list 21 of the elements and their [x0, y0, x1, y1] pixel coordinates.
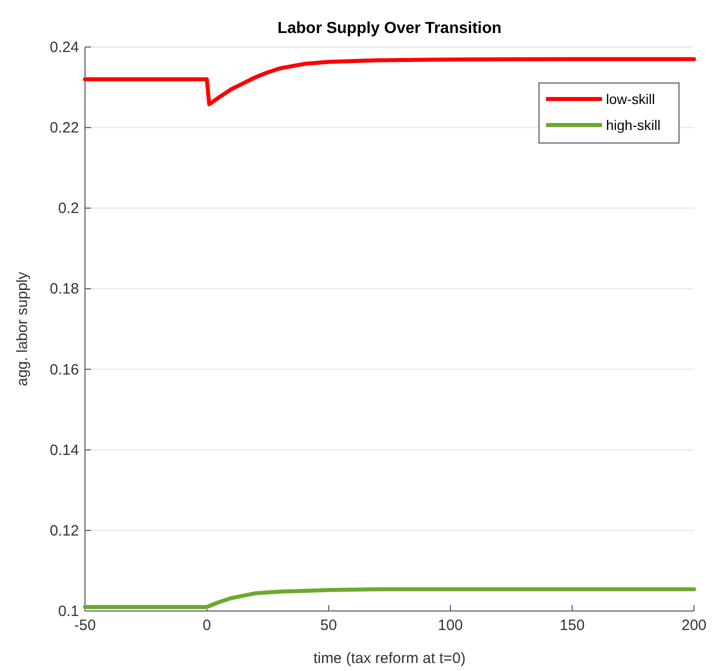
- legend-label: low-skill: [606, 91, 655, 107]
- y-tick-label: 0.18: [50, 280, 79, 298]
- y-tick-label: 0.1: [58, 603, 79, 620]
- chart-title: Labor Supply Over Transition: [277, 20, 502, 37]
- line-series: [83, 57, 696, 106]
- y-axis-title: agg. labor supply: [14, 271, 31, 386]
- x-tick-label: 100: [438, 617, 463, 634]
- y-tick-label: 0.24: [50, 39, 79, 56]
- line-series: [83, 587, 696, 609]
- x-tick-label: -50: [74, 617, 96, 634]
- x-tick-label: 150: [560, 617, 585, 634]
- y-tick-label: 0.22: [50, 120, 79, 137]
- x-tick-label: 50: [320, 617, 337, 634]
- x-tick-label: 200: [681, 617, 707, 634]
- y-tick-label: 0.12: [50, 522, 79, 540]
- legend-label: high-skill: [606, 117, 660, 133]
- y-tick-label: 0.16: [50, 361, 79, 378]
- x-tick-label: 0: [202, 617, 211, 634]
- y-tick-label: 0.14: [50, 442, 79, 459]
- x-axis-title: time (tax reform at t=0): [313, 650, 466, 667]
- y-tick-label: 0.2: [58, 200, 79, 218]
